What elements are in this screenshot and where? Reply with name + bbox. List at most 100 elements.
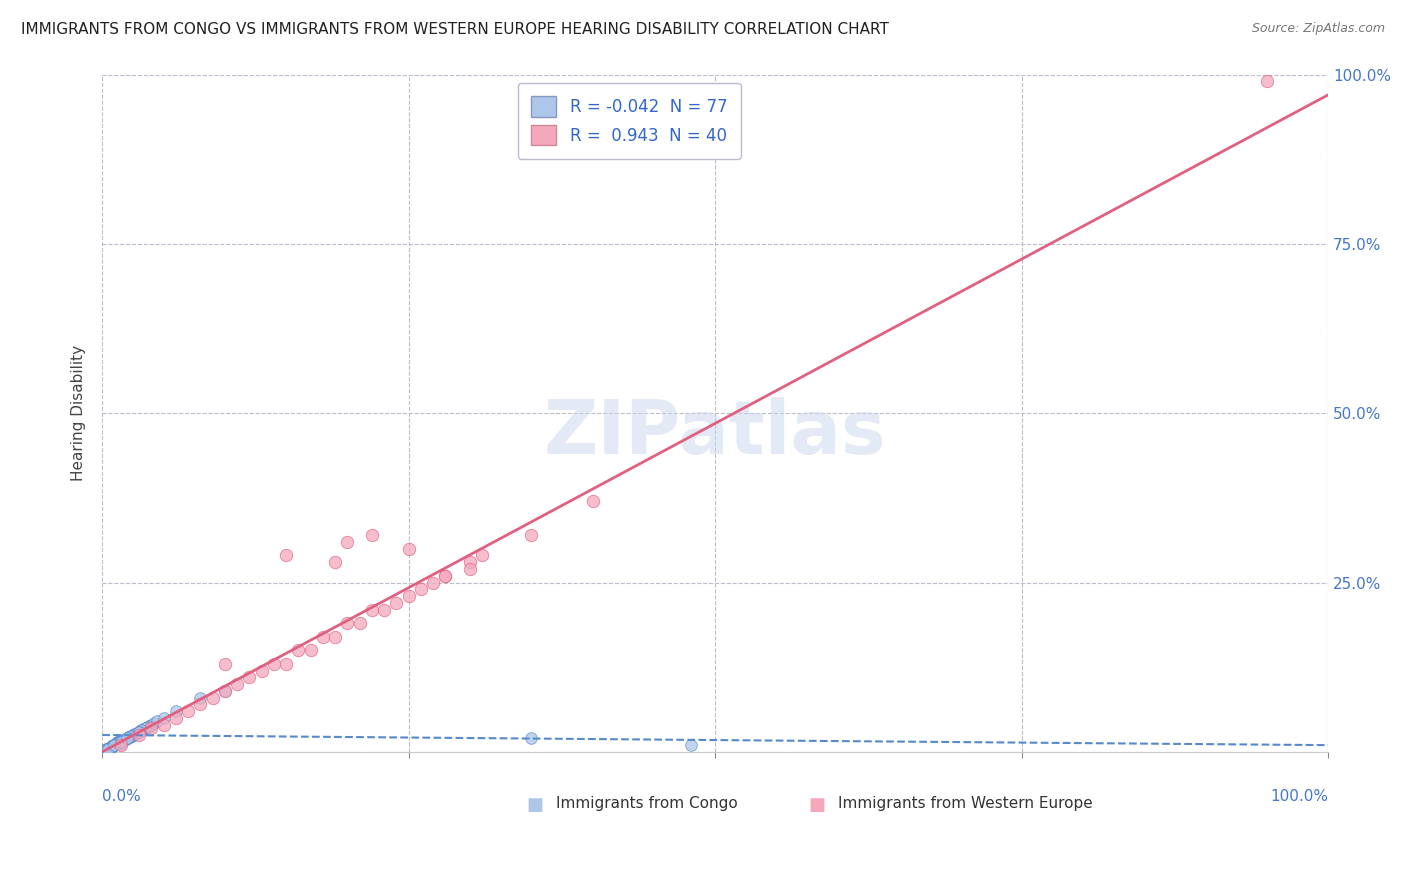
Point [434,569,457,583]
Point [409,582,432,597]
Point [94,742,117,756]
Point [103,739,125,753]
Point [134,721,156,735]
Point [134,721,156,735]
Point [323,555,346,569]
Point [107,736,129,750]
Point [520,528,543,542]
Point [1256,74,1278,88]
Point [114,732,136,747]
Point [121,728,143,742]
Point [128,724,150,739]
Point [115,731,138,746]
Point [188,698,211,712]
Point [214,657,236,671]
Point [101,739,124,754]
Point [110,735,132,749]
Point [121,729,143,743]
Point [398,589,420,603]
Point [274,549,297,563]
Point [104,738,127,752]
Point [107,735,129,749]
Point [110,735,132,749]
Text: IMMIGRANTS FROM CONGO VS IMMIGRANTS FROM WESTERN EUROPE HEARING DISABILITY CORRE: IMMIGRANTS FROM CONGO VS IMMIGRANTS FROM… [21,22,889,37]
Point [471,549,494,563]
Point [128,728,150,742]
Point [201,690,224,705]
Point [458,555,481,569]
Text: ZIPatlas: ZIPatlas [544,397,887,470]
Point [121,728,143,742]
Text: Source: ZipAtlas.com: Source: ZipAtlas.com [1251,22,1385,36]
Point [111,734,134,748]
Point [165,711,187,725]
Point [146,714,169,729]
Text: ■: ■ [527,796,555,814]
Point [287,643,309,657]
Point [118,730,141,744]
Point [373,602,395,616]
Point [117,731,139,745]
Point [128,724,150,739]
Point [120,729,142,743]
Point [131,723,153,738]
Y-axis label: Hearing Disability: Hearing Disability [72,345,86,482]
Point [96,742,118,756]
Point [112,732,135,747]
Point [361,602,384,616]
Point [336,616,359,631]
Point [125,726,148,740]
Point [110,737,132,751]
Point [323,630,346,644]
Point [124,726,146,740]
Point [103,738,125,752]
Point [104,738,127,752]
Point [312,630,335,644]
Point [434,569,457,583]
Point [103,738,125,752]
Point [97,741,120,756]
Point [108,735,131,749]
Point [117,731,139,745]
Point [581,494,603,508]
Point [263,657,285,671]
Point [101,739,124,754]
Point [136,720,159,734]
Point [96,741,118,756]
Text: Immigrants from Western Europe: Immigrants from Western Europe [838,796,1092,811]
Point [238,670,260,684]
Point [141,718,163,732]
Point [226,677,249,691]
Point [112,732,135,747]
Point [131,723,153,738]
Point [96,742,118,756]
Point [97,741,120,756]
Point [250,664,273,678]
Text: ■: ■ [810,796,838,814]
Point [115,731,138,746]
Point [165,704,187,718]
Point [422,575,444,590]
Point [110,735,132,749]
Point [100,740,122,755]
Text: 100.0%: 100.0% [1270,789,1329,805]
Point [398,541,420,556]
Point [122,727,145,741]
Point [98,740,121,755]
Point [112,733,135,747]
Point [520,731,543,746]
Point [138,719,160,733]
Point [152,718,174,732]
Point [98,740,121,755]
Point [385,596,408,610]
Point [101,739,124,754]
Point [110,738,132,752]
Point [274,657,297,671]
Point [97,741,120,756]
Point [336,535,359,549]
Point [121,729,143,743]
Point [177,704,200,718]
Point [108,735,131,749]
Point [128,724,150,739]
Point [299,643,322,657]
